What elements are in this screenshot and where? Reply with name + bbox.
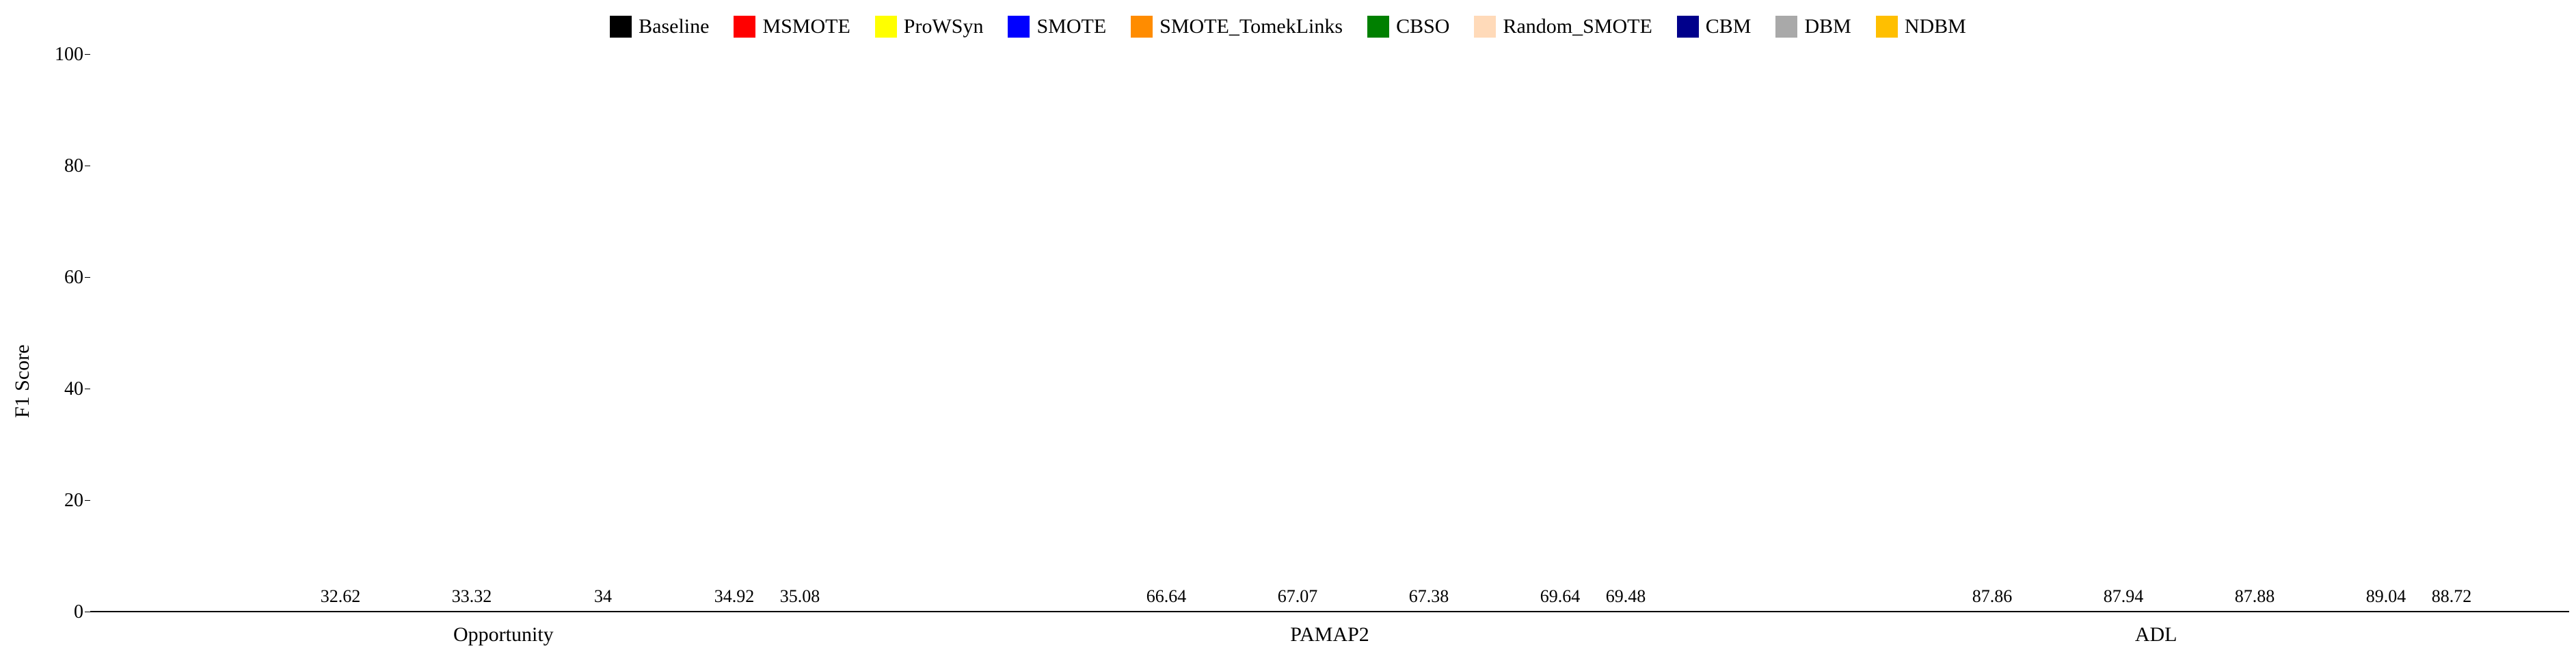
legend-swatch [1367,16,1389,38]
y-tick-label: 80 [64,155,83,177]
y-tick-mark [85,500,90,501]
bar-value-label: 35.08 [780,586,820,607]
legend-item-prowsyn: ProWSyn [875,15,984,38]
bar-value-label: 66.64 [1146,586,1187,607]
legend-label: MSMOTE [762,15,850,38]
x-axis-label: PAMAP2 [917,623,1743,646]
bar-value-label: 69.48 [1606,586,1646,607]
legend-label: CBSO [1396,15,1449,38]
plot-with-yaxis: 020406080100 26.0332.5332.6233.2233.3233… [42,55,2569,612]
legend-label: Random_SMOTE [1503,15,1652,38]
legend-item-cbm: CBM [1677,15,1752,38]
f1-score-chart: Baseline MSMOTE ProWSyn SMOTE SMOTE_TomekLin… [7,7,2569,660]
bar-value-label: 67.07 [1278,586,1318,607]
legend-swatch [875,16,897,38]
x-axis-label: ADL [1743,623,2569,646]
legend-item-baseline: Baseline [610,15,709,38]
legend-swatch [734,16,755,38]
legend-item-msmote: MSMOTE [734,15,850,38]
y-tick-label: 20 [64,490,83,512]
y-tick-label: 100 [55,44,83,66]
legend-swatch [1677,16,1699,38]
y-tick-label: 60 [64,267,83,289]
legend-label: SMOTE [1036,15,1106,38]
plot-column: 020406080100 26.0332.5332.6233.2233.3233… [42,55,2569,660]
bar-value-label: 34 [594,586,612,607]
bar-value-label: 87.86 [1972,586,2013,607]
bar-value-label: 69.64 [1540,586,1581,607]
chart-main: F1 Score 020406080100 26.0332.5332.6233.… [7,55,2569,660]
legend-swatch [610,16,632,38]
legend-label: DBM [1804,15,1851,38]
y-axis-label: F1 Score [7,55,42,660]
legend-item-smote-tomeklinks: SMOTE_TomekLinks [1131,15,1343,38]
legend-item-smote: SMOTE [1008,15,1106,38]
legend-item-cbso: CBSO [1367,15,1449,38]
y-tick-label: 40 [64,378,83,400]
legend-item-dbm: DBM [1775,15,1851,38]
y-axis: 020406080100 [42,55,90,612]
legend-swatch [1008,16,1030,38]
legend-label: ProWSyn [904,15,984,38]
bar-value-label: 33.32 [452,586,492,607]
legend-item-random-smote: Random_SMOTE [1474,15,1652,38]
legend-swatch [1474,16,1496,38]
legend-label: Baseline [639,15,709,38]
bar-value-label: 87.94 [2104,586,2144,607]
legend-swatch [1131,16,1153,38]
y-tick-mark [85,54,90,55]
x-axis-label: Opportunity [90,623,917,646]
bar-value-label: 34.92 [714,586,755,607]
bar-value-label: 67.38 [1409,586,1449,607]
legend-label: CBM [1706,15,1752,38]
bar-value-label: 89.04 [2366,586,2406,607]
legend-label: NDBM [1905,15,1966,38]
legend-label: SMOTE_TomekLinks [1159,15,1343,38]
bar-value-label: 88.72 [2432,586,2472,607]
y-tick-mark [85,277,90,278]
x-axis-labels: OpportunityPAMAP2ADL [90,612,2569,646]
legend: Baseline MSMOTE ProWSyn SMOTE SMOTE_TomekLin… [7,7,2569,55]
bar-value-label: 87.88 [2235,586,2275,607]
bar-value-label: 32.62 [321,586,361,607]
legend-swatch [1876,16,1898,38]
legend-swatch [1775,16,1797,38]
legend-item-ndbm: NDBM [1876,15,1966,38]
